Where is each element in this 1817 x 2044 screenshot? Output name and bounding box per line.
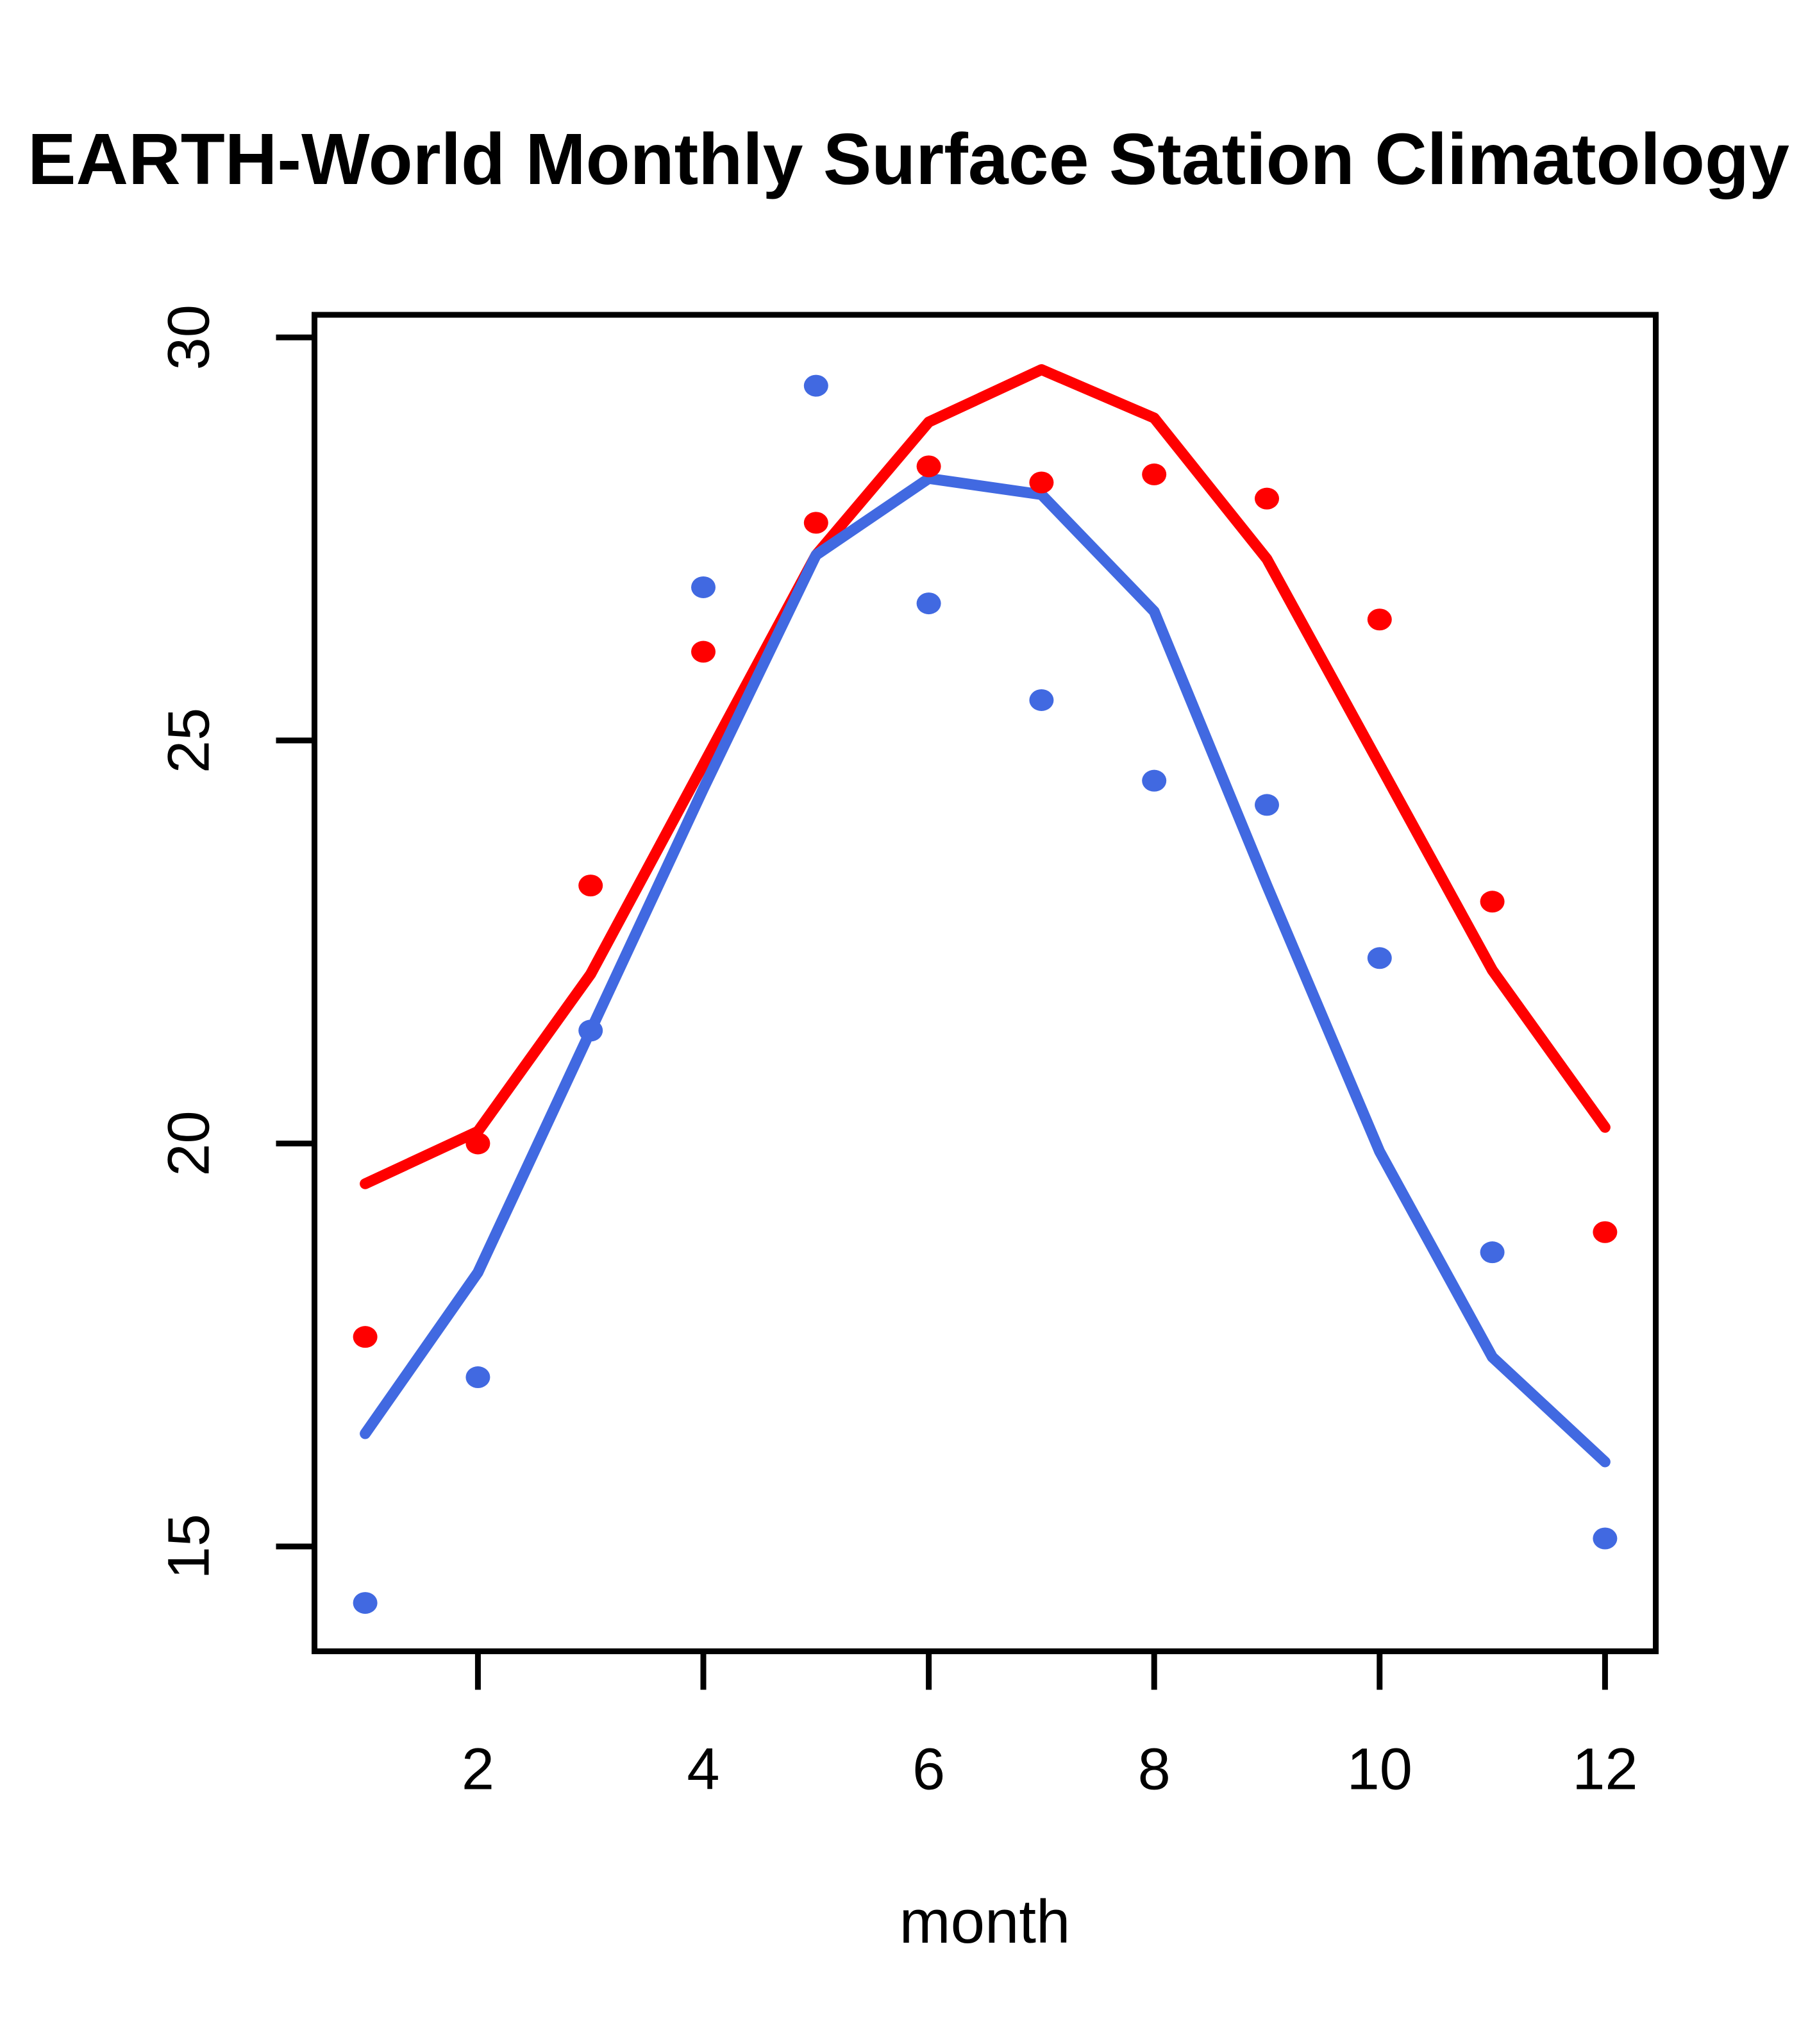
- data-point-blue-points-month-6: [916, 592, 941, 615]
- axes: 15 20 25 30 2 4 6 8 10 12: [156, 305, 1659, 1802]
- data-point-red-points-month-6: [916, 455, 941, 478]
- y-tick-label: 25: [156, 708, 222, 773]
- data-point-blue-points-month-10: [1367, 947, 1392, 969]
- data-point-red-points-month-7: [1029, 471, 1054, 494]
- data-point-blue-points-month-5: [803, 374, 828, 397]
- data-point-blue-points-month-7: [1029, 689, 1054, 711]
- x-axis-label: month: [900, 1888, 1071, 1956]
- data-point-red-points-month-9: [1254, 487, 1279, 510]
- data-point-red-points-month-3: [578, 875, 603, 897]
- x-tick-label: 2: [462, 1737, 494, 1802]
- series-blue-fit-line: [360, 473, 1611, 1468]
- data-point-blue-points-month-2: [465, 1366, 490, 1389]
- data-point-blue-points-month-9: [1254, 794, 1279, 816]
- data-point-red-points-month-4: [691, 641, 716, 663]
- plot-box: [312, 312, 1659, 1654]
- data-point-red-points-month-8: [1142, 463, 1167, 485]
- data-point-red-points-month-2: [465, 1132, 490, 1155]
- x-tick-label: 4: [687, 1737, 719, 1802]
- data-point-blue-points-month-3: [578, 1019, 603, 1042]
- data-point-blue-points-month-12: [1593, 1527, 1618, 1550]
- data-point-blue-points-month-1: [353, 1592, 378, 1614]
- y-tick-label: 15: [156, 1514, 222, 1579]
- data-point-blue-points-month-8: [1142, 769, 1167, 792]
- y-tick-label: 30: [156, 305, 222, 370]
- series-red-fit-line: [360, 364, 1611, 1189]
- x-tick-label: 10: [1347, 1737, 1412, 1802]
- data-point-red-points-month-12: [1593, 1221, 1618, 1243]
- x-tick-label: 8: [1138, 1737, 1171, 1802]
- series-group: [353, 364, 1618, 1614]
- data-point-red-points-month-10: [1367, 608, 1392, 631]
- x-tick-label: 6: [912, 1737, 945, 1802]
- data-point-blue-points-month-4: [691, 576, 716, 598]
- data-point-red-points-month-5: [803, 512, 828, 534]
- y-tick-label: 20: [156, 1110, 222, 1176]
- data-point-red-points-month-11: [1480, 891, 1505, 913]
- x-tick-label: 12: [1572, 1737, 1637, 1802]
- data-point-blue-points-month-11: [1480, 1241, 1505, 1264]
- chart-title: EARTH-World Monthly Surface Station Clim…: [28, 119, 1789, 199]
- data-point-red-points-month-1: [353, 1326, 378, 1348]
